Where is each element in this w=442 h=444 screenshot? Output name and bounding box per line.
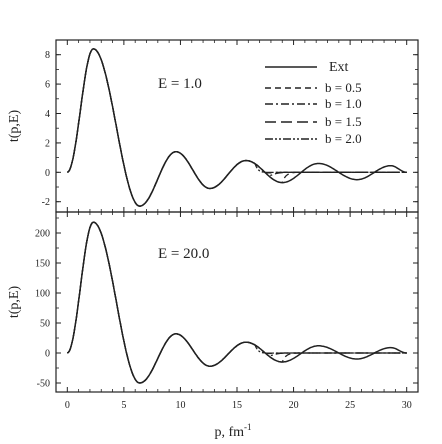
legend-label-ext: Ext xyxy=(329,60,349,75)
panel-bottom: -50 0 50 100 150 200 0 5 10 15 20 25 30 E = 20.0 t(… xyxy=(7,211,419,440)
y-tick-label: 8 xyxy=(45,50,50,61)
plot-frame-top xyxy=(55,39,419,213)
series-group-top xyxy=(66,48,407,207)
x-tick-label: 5 xyxy=(121,400,126,411)
y-tick-label: 0 xyxy=(45,168,50,179)
y-axis-label-bottom: t(p,E) xyxy=(7,286,22,319)
legend-label-b15: b = 1.5 xyxy=(325,114,362,129)
x-tick-label: 0 xyxy=(65,400,70,411)
y-axis-ticks-top: -2 0 2 4 6 8 xyxy=(42,39,418,208)
y-tick-label: 0 xyxy=(45,349,50,360)
panel-top: -2 0 2 4 6 8 E = 1.0 t(p,E) Ext b = 0.5 b = 1… xyxy=(7,39,419,213)
x-axis-label: p, fm-1 xyxy=(214,422,251,440)
y-tick-label: 200 xyxy=(35,229,50,240)
y-tick-label: 50 xyxy=(40,319,50,330)
x-tick-label: 25 xyxy=(345,400,355,411)
x-axis-label-superscript: -1 xyxy=(244,422,252,432)
x-tick-label: 20 xyxy=(289,400,299,411)
legend: Ext b = 0.5 b = 1.0 b = 1.5 b = 2.0 xyxy=(265,60,362,146)
x-tick-label: 10 xyxy=(175,400,185,411)
y-tick-label: -50 xyxy=(37,379,50,390)
y-tick-label: 6 xyxy=(45,80,50,91)
series-line-ext xyxy=(66,221,407,384)
y-tick-label: 2 xyxy=(45,138,50,149)
annotation-energy-bottom: E = 20.0 xyxy=(158,246,209,262)
y-tick-label: 4 xyxy=(45,109,50,120)
x-axis-ticks-bottom: 0 5 10 15 20 25 30 xyxy=(65,212,412,411)
x-axis-label-main: p, fm xyxy=(214,425,244,440)
y-tick-label: 150 xyxy=(35,259,50,270)
legend-label-b10: b = 1.0 xyxy=(325,96,362,111)
series-group-bottom xyxy=(66,221,407,384)
plot-frame-bottom xyxy=(55,211,419,393)
annotation-energy-top: E = 1.0 xyxy=(158,76,202,92)
series-line-ext xyxy=(66,48,407,207)
y-tick-label: 100 xyxy=(35,289,50,300)
legend-label-b20: b = 2.0 xyxy=(325,131,362,146)
y-axis-ticks-bottom: -50 0 50 100 150 200 xyxy=(35,217,418,390)
y-tick-label: -2 xyxy=(42,197,50,208)
x-tick-label: 30 xyxy=(402,400,412,411)
legend-label-b05: b = 0.5 xyxy=(325,80,362,95)
y-axis-label-top: t(p,E) xyxy=(7,110,22,143)
x-tick-label: 15 xyxy=(232,400,242,411)
